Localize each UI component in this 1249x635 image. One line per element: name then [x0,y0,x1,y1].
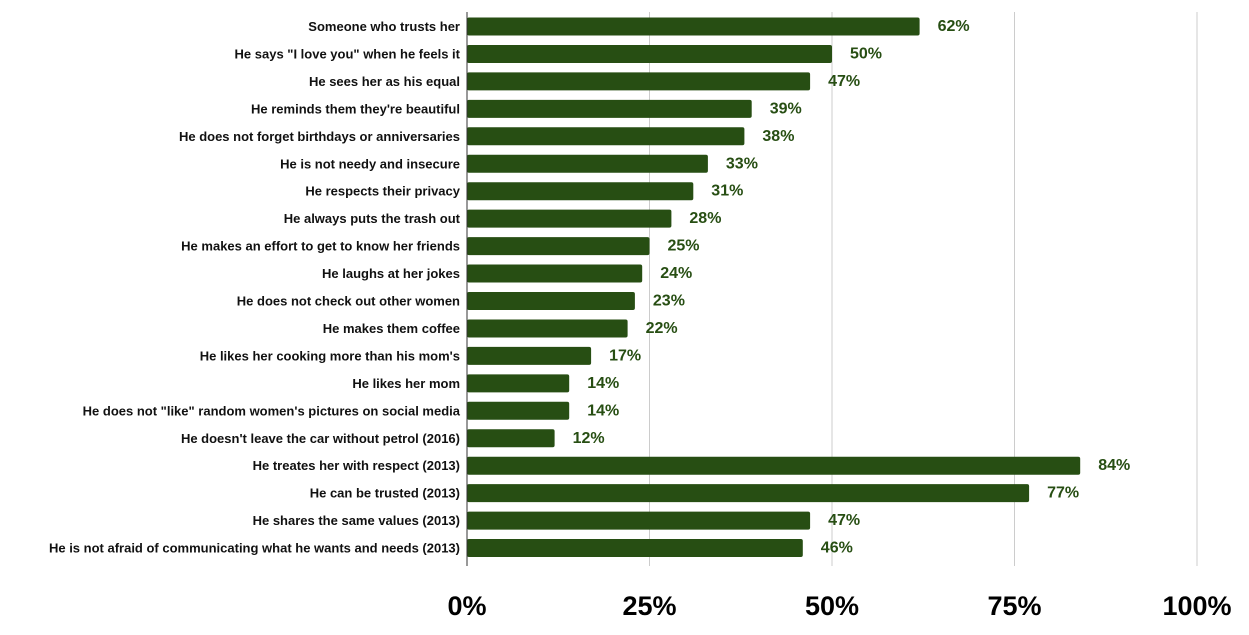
category-label: He does not "like" random women's pictur… [83,403,461,418]
value-label: 38% [762,128,794,145]
bar [467,429,555,448]
bar [467,401,570,420]
bar [467,44,832,63]
category-label: He is not needy and insecure [280,156,460,171]
x-tick-label: 100% [1162,591,1231,621]
bar [467,182,694,201]
value-label: 25% [668,238,700,255]
value-label: 24% [660,265,692,282]
category-labels: Someone who trusts her He says "I love yo… [49,19,461,556]
category-label: He says "I love you" when he feels it [235,46,461,61]
value-label: 47% [828,512,860,529]
value-label: 46% [821,540,853,557]
value-label: 28% [689,210,721,227]
bar [467,319,628,338]
bar [467,264,643,283]
value-label: 14% [587,402,619,419]
bar [467,374,570,393]
value-label: 62% [938,18,970,35]
value-label: 33% [726,155,758,172]
category-label: He does not forget birthdays or annivers… [179,129,460,144]
category-label: He respects their privacy [305,184,460,199]
category-label: He shares the same values (2013) [253,513,460,528]
bar [467,484,1030,503]
category-label: He likes her mom [352,376,460,391]
bar [467,539,803,558]
value-label: 39% [770,100,802,117]
category-label: Someone who trusts her [308,19,460,34]
category-label: He makes them coffee [323,321,460,336]
value-label: 31% [711,183,743,200]
category-label: He doesn't leave the car without petrol … [181,431,460,446]
category-label: He makes an effort to get to know her fr… [181,239,460,254]
bar [467,99,752,118]
x-tick-label: 25% [622,591,676,621]
value-label: 17% [609,347,641,364]
bar [467,346,592,365]
bar [467,209,672,228]
value-label: 22% [646,320,678,337]
bar [467,292,635,310]
value-label: 23% [653,293,685,310]
value-label: 84% [1098,457,1130,474]
category-label: He sees her as his equal [309,74,460,89]
x-axis-ticks: 0% 25% 50% 75% 100% [447,591,1231,621]
category-label: He always puts the trash out [284,211,461,226]
x-tick-label: 0% [447,591,486,621]
value-label: 77% [1047,485,1079,502]
gridlines [649,12,1198,566]
value-label: 50% [850,45,882,62]
category-label: He can be trusted (2013) [310,486,460,501]
bar [467,511,811,530]
category-label: He reminds them they're beautiful [251,101,460,116]
bars [467,17,1081,558]
bar [467,17,920,36]
bar [467,456,1081,475]
bar [467,72,811,91]
value-labels: 62% 50% 47% 39% 38%33% 31% 28% 25% 24% 23% 22% 17% 1… [573,18,1131,557]
bar [467,237,650,256]
value-label: 14% [587,375,619,392]
x-tick-label: 50% [805,591,859,621]
category-label: He is not afraid of communicating what h… [49,541,460,556]
x-tick-label: 75% [987,591,1041,621]
value-label: 12% [573,430,605,447]
category-label: He does not check out other women [237,294,460,309]
value-label: 47% [828,73,860,90]
bar [467,154,708,173]
category-label: He treates her with respect (2013) [253,458,460,473]
bar [467,127,745,146]
category-label: He laughs at her jokes [322,266,460,281]
category-label: He likes her cooking more than his mom's [200,348,460,363]
